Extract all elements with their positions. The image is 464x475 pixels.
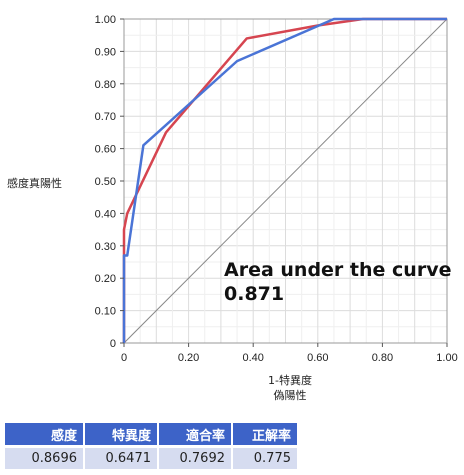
y-tick-label: 0.50	[95, 176, 116, 188]
y-tick-label: 0	[110, 338, 116, 350]
x-tick-label: 1.00	[436, 352, 457, 364]
metrics-header-precision: 適合率	[158, 423, 233, 447]
x-tick-label: 0.60	[307, 352, 328, 364]
y-tick-label: 0.30	[95, 241, 116, 253]
y-tick-label: 1.00	[95, 14, 116, 26]
metrics-header-sensitivity: 感度	[5, 423, 85, 447]
metrics-header-row: 感度 特異度 適合率 正解率	[5, 423, 299, 447]
y-tick-label: 0.10	[95, 306, 116, 318]
x-tick-label: 0.20	[178, 352, 199, 364]
x-axis-label: 1-特異度	[268, 373, 312, 387]
roc-chart: 0 0.20 0.40 0.60 0.80 1.00 00.100.200.300.400…	[7, 14, 458, 402]
metrics-table: 感度 特異度 適合率 正解率 0.8696 0.6471 0.7692 0.77…	[5, 423, 299, 469]
metrics-header-accuracy: 正解率	[232, 423, 299, 447]
x-tick-label: 0	[121, 352, 127, 364]
y-tick-label: 0.70	[95, 111, 116, 123]
series-group	[122, 17, 447, 343]
metrics-header-specificity: 特異度	[84, 423, 159, 447]
metrics-value-specificity: 0.6471	[84, 445, 159, 469]
y-tick-label: 0.40	[95, 208, 116, 220]
y-tick-label: 0.60	[95, 144, 116, 156]
auc-annotation-value: 0.871	[224, 283, 284, 305]
metrics-value-row: 0.8696 0.6471 0.7692 0.775	[5, 445, 299, 469]
x-tick-label: 0.40	[242, 352, 263, 364]
reference-diagonal	[123, 18, 448, 344]
y-tick-label: 0.80	[95, 79, 116, 91]
metrics-value-sensitivity: 0.8696	[5, 445, 85, 469]
auc-annotation-title: Area under the curve	[224, 259, 451, 281]
metrics-value-precision: 0.7692	[158, 445, 233, 469]
grid	[123, 18, 448, 344]
reference-line	[123, 18, 448, 344]
x-axis-label-secondary: 偽陽性	[274, 388, 307, 402]
roc-series-1	[122, 17, 447, 343]
y-tick-label: 0.90	[95, 46, 116, 58]
x-tick-label: 0.80	[372, 352, 393, 364]
x-axis-ticks: 0 0.20 0.40 0.60 0.80 1.00	[121, 343, 458, 364]
y-tick-label: 0.20	[95, 273, 116, 285]
y-axis-ticks: 0 0.10 0.20 0.30 0.40 0.50 0.60 0.70 0.80 0.90 1.0…	[95, 14, 124, 350]
y-axis-label: 感度真陽性	[7, 176, 62, 190]
metrics-value-accuracy: 0.775	[232, 445, 299, 469]
